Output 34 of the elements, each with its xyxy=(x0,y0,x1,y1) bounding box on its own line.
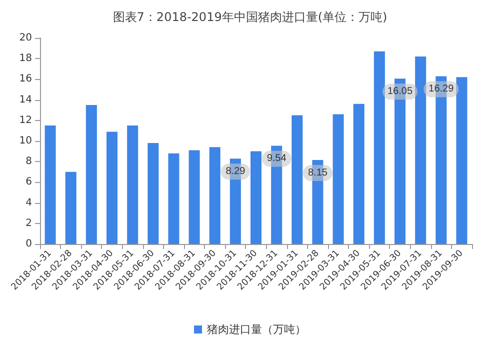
data-label: 8.15 xyxy=(308,168,328,179)
y-tick-label: 10 xyxy=(19,136,32,146)
bar xyxy=(44,126,56,244)
bar xyxy=(353,104,364,244)
bar xyxy=(209,147,220,244)
bar xyxy=(188,150,200,244)
y-tick-label: 20 xyxy=(19,32,32,44)
y-tick-label: 16 xyxy=(19,74,32,85)
bar xyxy=(415,56,426,244)
y-tick-label: 12 xyxy=(19,114,32,126)
y-tick-label: 8 xyxy=(26,156,32,168)
bar xyxy=(332,114,344,244)
bar xyxy=(127,126,138,244)
data-label: 16.29 xyxy=(428,84,454,95)
y-tick-label: 2 xyxy=(26,218,32,229)
data-label: 9.54 xyxy=(266,153,287,164)
bar xyxy=(292,115,303,244)
y-tick-label: 14 xyxy=(19,94,32,106)
bar xyxy=(456,77,468,244)
bar xyxy=(106,132,118,244)
bar xyxy=(374,51,385,244)
chart-title: 图表7：2018-2019年中国猪肉进口量(单位：万吨) xyxy=(112,10,388,24)
bar xyxy=(148,143,159,244)
bar xyxy=(86,104,97,244)
y-tick-label: 0 xyxy=(26,238,32,250)
y-tick-label: 4 xyxy=(26,197,32,208)
data-label: 16.05 xyxy=(387,86,413,98)
y-tick-label: 6 xyxy=(26,176,32,188)
y-tick-label: 18 xyxy=(19,53,32,64)
bar xyxy=(65,172,76,244)
data-label: 8.29 xyxy=(226,166,246,178)
bar xyxy=(250,151,262,244)
bar xyxy=(168,153,180,244)
legend-label: 猪肉进口量（万吨） xyxy=(207,323,306,336)
